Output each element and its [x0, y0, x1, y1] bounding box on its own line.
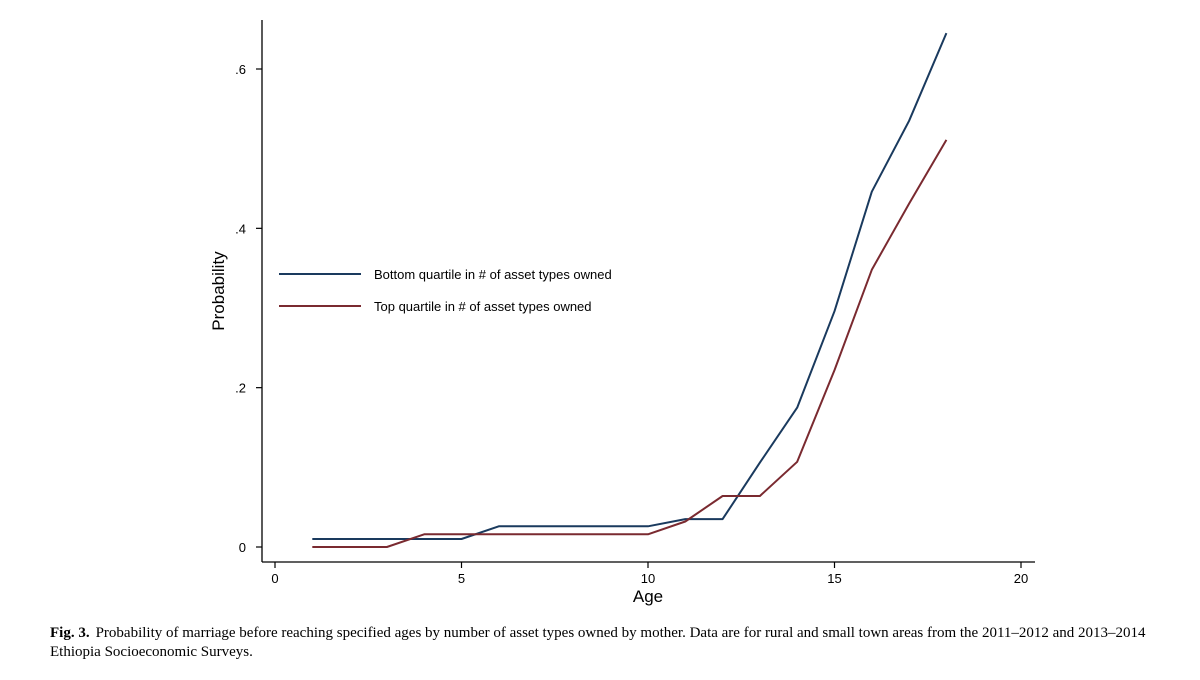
legend-label-bottom-quartile: Bottom quartile in # of asset types owne…: [374, 267, 612, 282]
series-line-top-quartile: [312, 139, 948, 548]
caption-text: Probability of marriage before reaching …: [50, 625, 1146, 660]
y-tick-label: .2: [235, 381, 246, 396]
series-lines: [312, 32, 948, 548]
legend: Bottom quartile in # of asset types owne…: [279, 267, 612, 314]
x-tick-label: 10: [641, 571, 655, 586]
x-tick-label: 5: [458, 571, 465, 586]
y-axis-title: Probability: [209, 251, 228, 331]
chart: 0 .2 .4 .6 0 5 10 15 20 Age Probability Bottom …: [209, 20, 1035, 606]
x-axis-title: Age: [633, 587, 663, 606]
series-line-bottom-quartile: [312, 32, 948, 540]
y-tick-label: .4: [235, 221, 246, 236]
x-ticks: 0 5 10 15 20: [271, 562, 1028, 586]
figure-label: Fig. 3.: [50, 625, 90, 641]
figure-caption: Fig. 3. Probability of marriage before re…: [50, 624, 1200, 662]
y-tick-label: .6: [235, 62, 246, 77]
x-tick-label: 15: [827, 571, 841, 586]
y-tick-label: 0: [239, 540, 246, 555]
y-ticks: 0 .2 .4 .6: [235, 62, 262, 555]
x-tick-label: 0: [271, 571, 278, 586]
x-tick-label: 20: [1014, 571, 1028, 586]
legend-label-top-quartile: Top quartile in # of asset types owned: [374, 299, 592, 314]
